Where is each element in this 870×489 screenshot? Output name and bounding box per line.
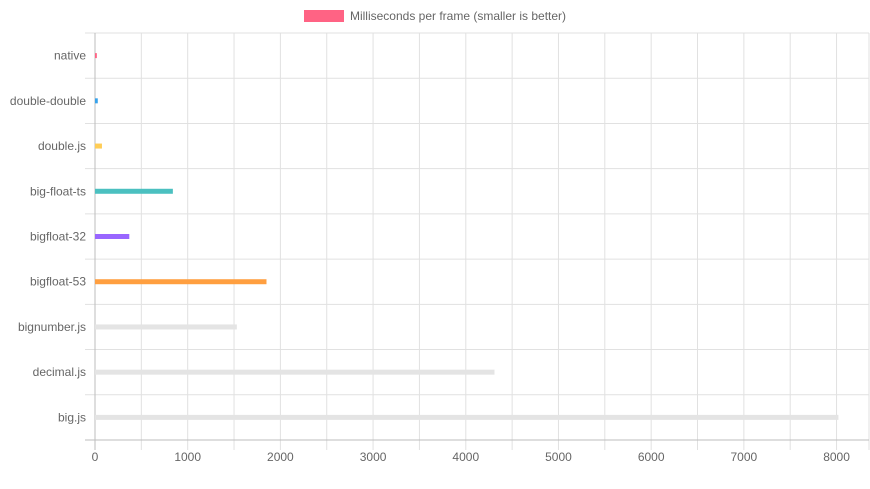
legend-label: Milliseconds per frame (smaller is bette… — [349, 9, 567, 23]
category-label: decimal.js — [33, 365, 86, 379]
bar-double.js[interactable] — [95, 143, 102, 149]
x-tick-label: 8000 — [823, 450, 850, 464]
bar-native[interactable] — [95, 53, 97, 59]
chart-legend: Milliseconds per frame (smaller is bette… — [0, 9, 870, 25]
bar-bigfloat-32[interactable] — [95, 234, 130, 239]
category-label: bigfloat-32 — [30, 230, 86, 244]
x-axis-labels: 0 1000 2000 3000 4000 5000 6000 7000 8000 — [92, 450, 851, 464]
category-label: double-double — [10, 94, 86, 108]
x-tick-label: 3000 — [360, 450, 387, 464]
category-label: big-float-ts — [30, 184, 86, 198]
bar-big-float-ts[interactable] — [95, 188, 173, 194]
category-label: bigfloat-53 — [30, 275, 86, 289]
category-label: native — [54, 49, 86, 63]
legend-swatch — [303, 10, 344, 22]
x-tick-label: 6000 — [638, 450, 665, 464]
bar-bignumber.js[interactable] — [95, 324, 237, 330]
bar-decimal.js[interactable] — [95, 369, 495, 375]
bar-bigfloat-53[interactable] — [95, 279, 267, 285]
x-tick-label: 2000 — [267, 450, 294, 464]
x-tick-label: 0 — [92, 450, 99, 464]
category-label: bignumber.js — [18, 320, 86, 334]
x-tick-label: 4000 — [452, 450, 479, 464]
y-axis-labels: native double-double double.js big-float-ts… — [10, 49, 86, 425]
bar-double-double[interactable] — [95, 98, 98, 104]
x-tick-label: 7000 — [731, 450, 758, 464]
bar-big.js[interactable] — [95, 414, 839, 420]
x-tick-label: 1000 — [174, 450, 201, 464]
category-label: double.js — [38, 139, 86, 153]
x-tick-label: 5000 — [545, 450, 572, 464]
category-label: big.js — [58, 410, 86, 424]
grid-lines — [85, 32, 870, 450]
legend-item[interactable]: Milliseconds per frame (smaller is bette… — [303, 9, 567, 23]
bars — [95, 53, 839, 420]
